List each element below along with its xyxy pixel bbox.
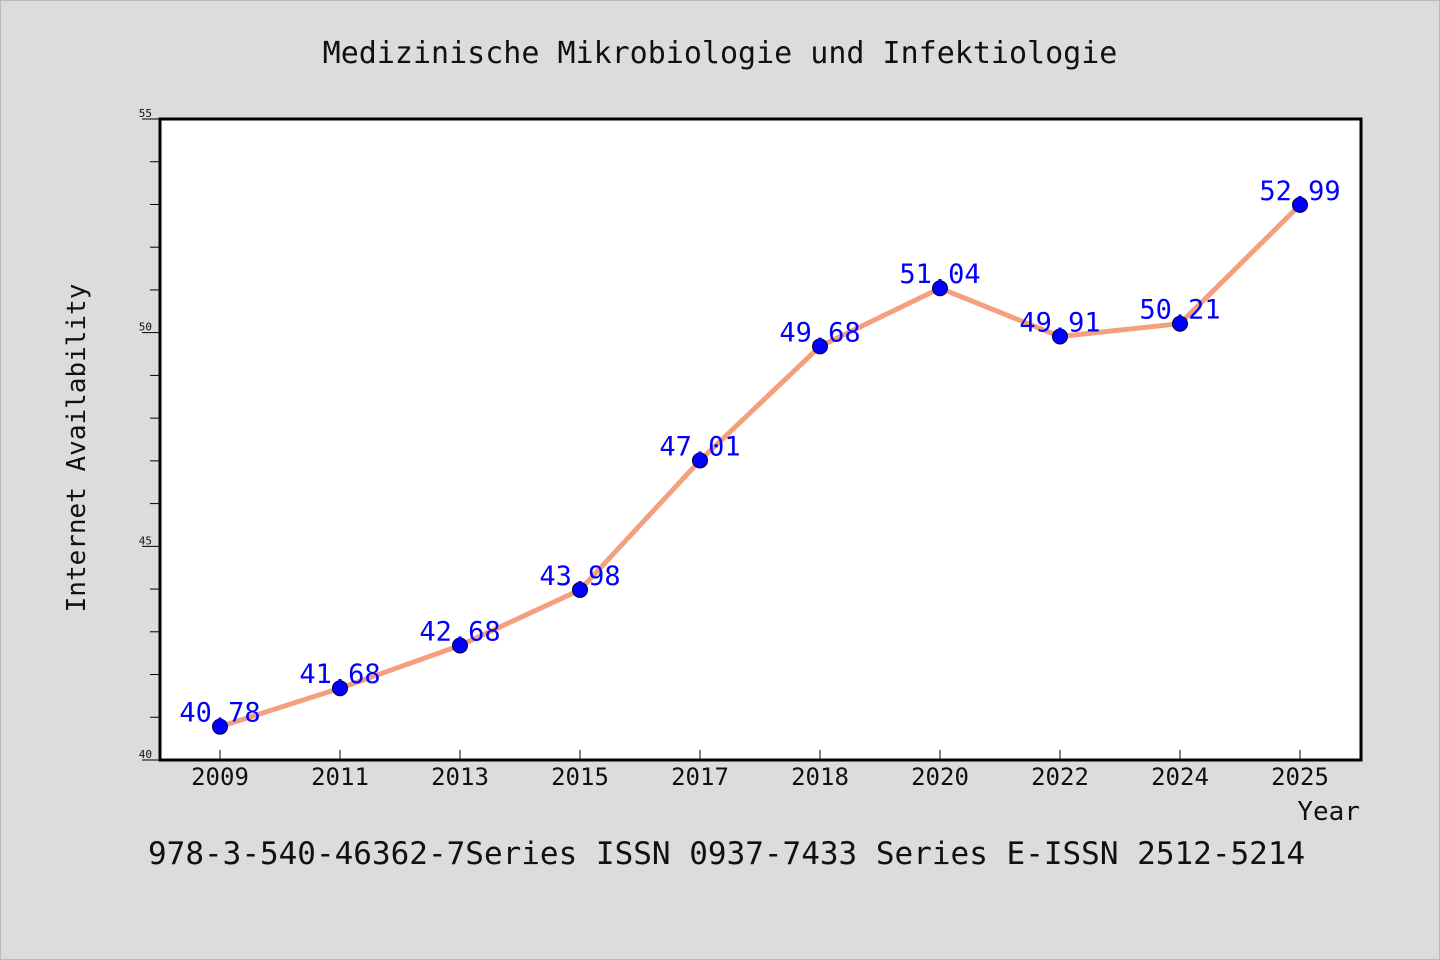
data-label: 49.91 [1019,308,1100,339]
y-tick-label: 40 [139,748,152,761]
footer-isbn-issn: 978-3-540-46362-7Series ISSN 0937-7433 S… [148,836,1305,872]
data-label: 51.04 [899,259,980,290]
y-tick-label: 55 [139,107,152,120]
x-tick-label: 2020 [911,763,969,791]
plot-area [158,117,1363,762]
data-point [1292,196,1308,213]
data-point [332,680,348,697]
x-tick-label: 2025 [1271,763,1329,791]
x-tick-label: 2017 [671,763,729,791]
data-point [1052,328,1068,345]
data-point [692,452,708,469]
data-label: 47.01 [659,431,740,462]
data-point [572,581,588,598]
series-line [217,202,1303,730]
x-tick-label: 2018 [791,763,849,791]
x-tick-label: 2011 [311,763,369,791]
data-label: 52.99 [1259,176,1340,207]
data-point [212,718,228,735]
data-point [932,280,948,297]
data-label: 41.68 [299,659,380,690]
y-tick-label: 45 [139,534,152,547]
x-axis: 2009 2011 2013 2015 2017 2018 2020 2022 2024 2025 [191,750,1329,791]
y-tick-label: 50 [139,321,152,334]
x-tick-label: 2022 [1031,763,1089,791]
data-label: 43.98 [539,561,620,592]
y-axis-label: Internet Availability [62,284,92,613]
y-axis: 40 45 50 55 [139,107,160,761]
x-tick-label: 2009 [191,763,249,791]
data-point [452,637,468,654]
chart-title: Medizinische Mikrobiologie und Infektiol… [323,36,1118,71]
x-tick-label: 2015 [551,763,609,791]
data-label: 49.68 [779,317,860,348]
x-tick-label: 2013 [431,763,489,791]
data-label: 42.68 [419,616,500,647]
data-point [1172,315,1188,332]
data-point [812,338,828,355]
series-layer: 40.78 41.68 42.68 43.98 47.01 49.68 51.04 49.91… [179,176,1341,735]
data-label: 40.78 [179,698,260,729]
data-label: 50.21 [1139,295,1220,326]
x-axis-label: Year [1297,797,1360,827]
x-tick-label: 2024 [1151,763,1209,791]
